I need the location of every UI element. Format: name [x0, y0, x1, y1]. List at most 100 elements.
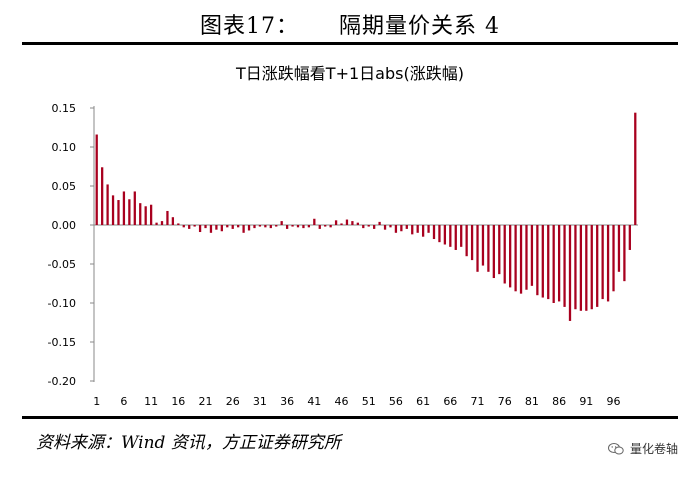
- bar: [182, 225, 185, 228]
- x-tick-label: 51: [362, 395, 376, 408]
- bar: [149, 204, 153, 225]
- bar: [253, 225, 256, 229]
- bar: [503, 225, 506, 284]
- bar: [552, 225, 555, 303]
- bar: [411, 225, 414, 235]
- bar: [144, 206, 147, 225]
- bar: [389, 225, 392, 228]
- y-tick-label: 0.00: [52, 219, 77, 232]
- bar: [432, 225, 436, 240]
- bar: [106, 184, 109, 225]
- bar: [465, 225, 468, 257]
- x-tick-label: 6: [120, 395, 127, 408]
- bar-chart: 0.150.100.050.00-0.05-0.10-0.15-0.201 6 11…: [48, 102, 638, 408]
- bar: [427, 225, 430, 233]
- bar: [487, 225, 490, 272]
- bar: [530, 225, 534, 286]
- bar: [400, 225, 403, 232]
- bar: [204, 225, 207, 229]
- source-note: 资料来源：Wind 资讯，方正证券研究所: [36, 433, 341, 453]
- bar: [438, 225, 441, 243]
- bar: [378, 221, 381, 225]
- bar: [117, 200, 120, 225]
- bar: [498, 225, 501, 275]
- bar: [476, 225, 479, 272]
- bottom-rule: [22, 416, 678, 419]
- bar: [373, 225, 376, 229]
- bar: [579, 225, 583, 311]
- x-tick-label: 11: [144, 395, 158, 408]
- figure-header: 图表17： 隔期量价关系 4: [0, 0, 700, 45]
- bar: [634, 112, 637, 225]
- watermark-text: 量化卷轴: [629, 442, 678, 456]
- x-tick-label: 21: [199, 395, 213, 408]
- bar: [139, 203, 142, 225]
- bar: [258, 225, 262, 227]
- bar: [362, 225, 365, 229]
- bar: [122, 191, 126, 225]
- y-tick-label: -0.05: [48, 258, 76, 271]
- bar: [449, 225, 452, 247]
- bar: [340, 223, 343, 225]
- chart-title: T日涨跌幅看T+1日abs(涨跌幅): [236, 64, 464, 83]
- bar: [133, 191, 136, 225]
- bar: [95, 134, 98, 225]
- bar: [443, 225, 447, 245]
- bar: [568, 225, 572, 321]
- bar: [383, 225, 387, 230]
- x-tick-label: 96: [607, 395, 621, 408]
- bar: [198, 225, 202, 233]
- x-tick-label: 76: [498, 395, 512, 408]
- watermark: 量化卷轴: [607, 440, 678, 457]
- bar: [574, 225, 577, 310]
- bar: [171, 217, 175, 225]
- bar: [460, 225, 463, 247]
- bar: [166, 210, 169, 225]
- y-tick-label: -0.10: [48, 297, 76, 310]
- x-tick-label: 91: [579, 395, 593, 408]
- bar: [351, 221, 354, 225]
- bar: [585, 225, 588, 311]
- bar: [606, 225, 610, 302]
- bar: [514, 225, 517, 292]
- bar: [623, 225, 626, 282]
- bar: [275, 225, 278, 227]
- bar: [563, 225, 566, 307]
- bar: [247, 225, 251, 231]
- bar: [356, 222, 359, 225]
- bar: [220, 225, 223, 232]
- bar: [302, 225, 305, 229]
- bar: [405, 225, 408, 229]
- bar: [193, 225, 196, 227]
- x-tick-label: 36: [280, 395, 294, 408]
- y-tick-label: -0.15: [48, 336, 76, 349]
- bar: [601, 225, 604, 300]
- figure-label: 图表17：: [200, 14, 299, 39]
- bar: [296, 225, 300, 228]
- bar: [525, 225, 528, 290]
- x-tick-label: 66: [443, 395, 457, 408]
- x-tick-label: 41: [307, 395, 321, 408]
- y-tick-label: -0.20: [48, 375, 76, 388]
- bar: [324, 225, 327, 227]
- x-tick-label: 61: [416, 395, 430, 408]
- wechat-icon: [607, 442, 624, 454]
- x-tick-label: 1: [93, 395, 100, 408]
- x-tick-label: 86: [552, 395, 566, 408]
- x-tick-label: 46: [335, 395, 349, 408]
- x-tick-label: 71: [471, 395, 485, 408]
- bar: [111, 195, 115, 225]
- bar: [334, 220, 338, 225]
- bar: [264, 225, 267, 228]
- bar: [421, 225, 425, 237]
- bar: [481, 225, 485, 266]
- top-rule: [22, 42, 678, 45]
- bar: [536, 225, 539, 296]
- x-tick-label: 81: [525, 395, 539, 408]
- bar: [492, 225, 495, 279]
- bar: [215, 225, 218, 230]
- bar: [394, 225, 398, 233]
- bar: [628, 225, 631, 250]
- bar: [590, 225, 593, 310]
- bar: [307, 225, 311, 228]
